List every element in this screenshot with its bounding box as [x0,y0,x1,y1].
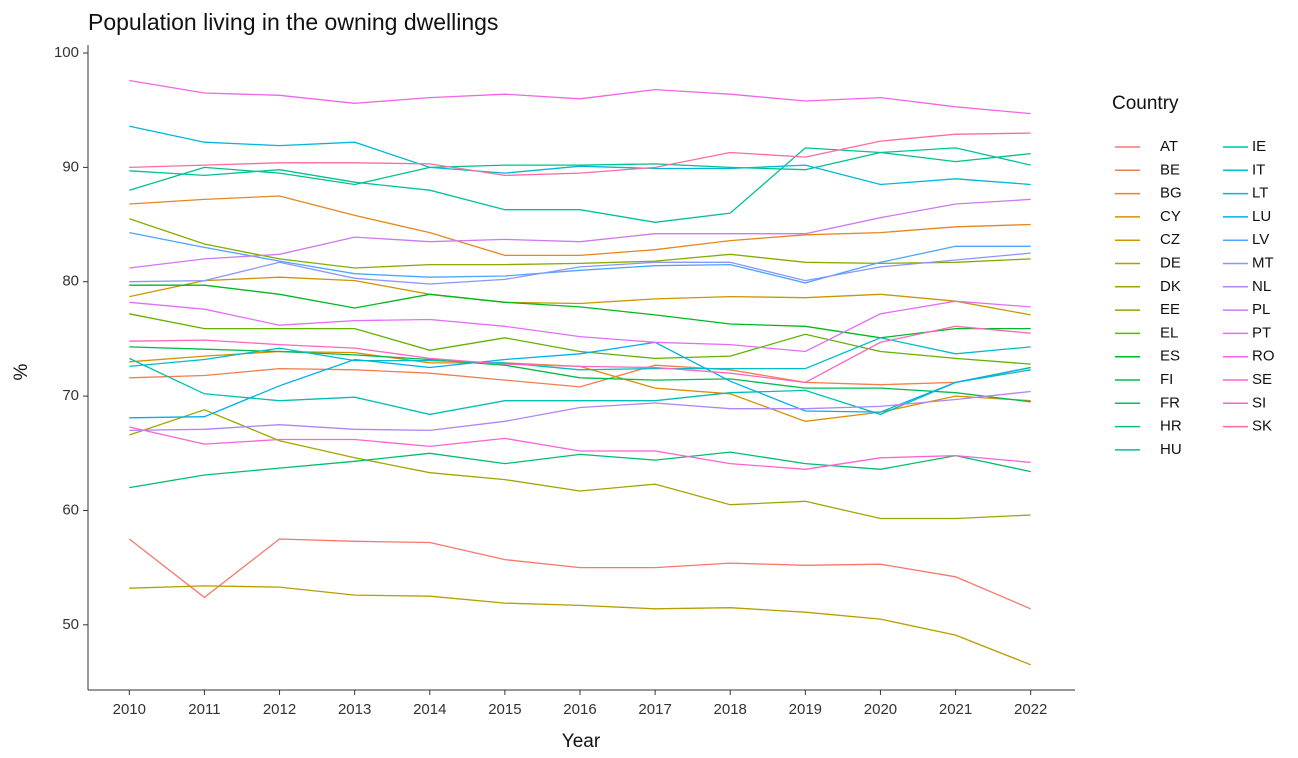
legend-label: LV [1252,231,1269,248]
chart-title: Population living in the owning dwelling… [88,9,498,35]
legend-label: RO [1252,348,1275,365]
x-axis-title: Year [562,731,601,752]
legend-label: SK [1252,418,1272,435]
legend-label: BG [1160,185,1182,202]
y-tick-label: 50 [62,616,79,633]
series-line [129,276,1031,316]
y-tick-label: 100 [54,44,79,61]
series-line [129,325,1031,384]
legend-label: CZ [1160,231,1180,248]
legend-label: HR [1160,418,1182,435]
legend-label: HU [1160,441,1182,458]
series-line [129,313,1031,365]
series-line [129,198,1031,269]
y-tick-label: 90 [62,158,79,175]
legend-title: Country [1112,93,1179,114]
x-tick-label: 2011 [188,701,220,718]
y-tick-label: 60 [62,501,79,518]
series-line [129,125,1031,186]
x-tick-label: 2013 [338,701,371,718]
legend-label: LT [1252,185,1268,202]
series-line [129,79,1031,115]
legend-label: FR [1160,394,1180,411]
legend-label: BE [1160,161,1180,178]
series-line [129,147,1031,223]
series-line [129,341,1031,419]
x-tick-label: 2017 [638,701,671,718]
x-tick-label: 2014 [413,701,446,718]
legend-label: SI [1252,394,1266,411]
legend-label: IT [1252,161,1265,178]
legend-label: LU [1252,208,1271,225]
y-axis-title: % [11,363,32,380]
series-line [129,218,1031,269]
x-tick-label: 2015 [488,701,521,718]
series-line [129,585,1031,666]
legend-label: DK [1160,278,1181,295]
legend-label: ES [1160,348,1180,365]
x-tick-label: 2022 [1014,701,1047,718]
series-line [129,195,1031,257]
y-tick-label: 70 [62,387,79,404]
legend-label: FI [1160,371,1173,388]
series-line [129,390,1031,432]
series-line [129,357,1031,416]
x-tick-label: 2019 [789,701,822,718]
legend-label: CY [1160,208,1181,225]
series-line [128,538,1031,610]
legend-label: MT [1252,254,1274,271]
legend-label: SE [1252,371,1272,388]
x-tick-label: 2020 [864,701,897,718]
x-tick-label: 2016 [563,701,596,718]
series-line [129,337,1031,371]
x-tick-label: 2010 [113,701,146,718]
series-line [129,409,1031,520]
series-line [129,231,1031,284]
x-tick-label: 2021 [939,701,972,718]
series-line [129,426,1031,470]
series-line [129,132,1031,177]
series-line [129,364,1031,388]
x-tick-label: 2018 [714,701,747,718]
series-line [129,451,1031,489]
y-tick-label: 80 [62,273,79,290]
legend-label: EL [1160,324,1178,341]
legend-label: IE [1252,138,1266,155]
x-tick-label: 2012 [263,701,296,718]
legend-label: EE [1160,301,1180,318]
legend-label: PT [1252,324,1271,341]
legend-label: NL [1252,278,1271,295]
legend-label: DE [1160,254,1181,271]
series-line [129,300,1031,353]
legend-label: AT [1160,138,1178,155]
series-line [129,252,1031,285]
legend-label: PL [1252,301,1270,318]
series-line [129,346,1031,403]
